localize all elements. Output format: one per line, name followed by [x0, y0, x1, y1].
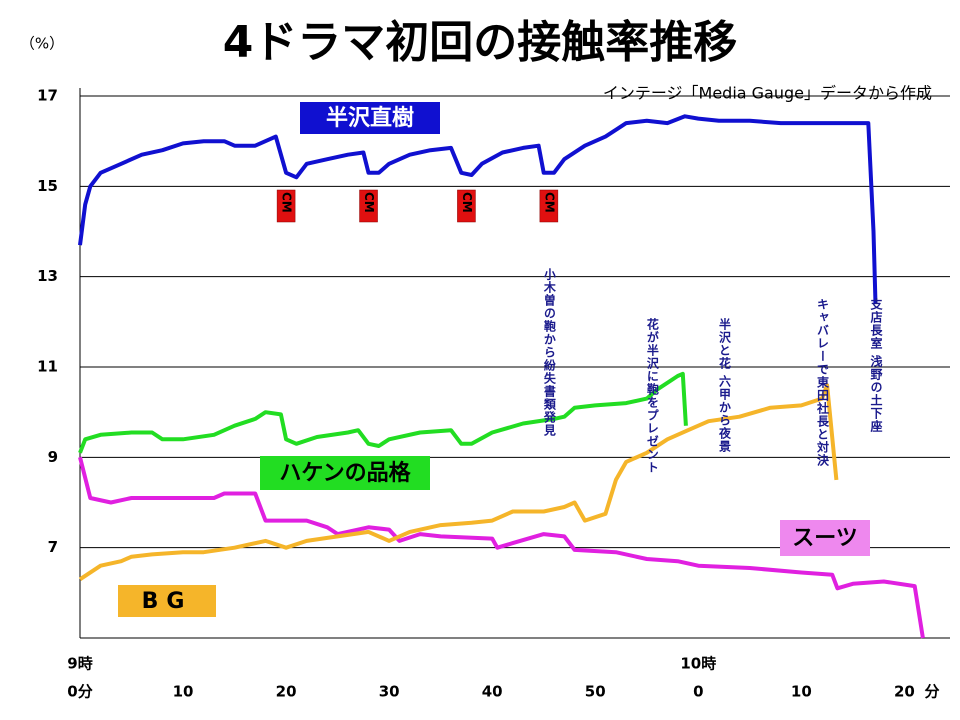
annotation: 花が半沢に鞄をプレゼント: [645, 317, 659, 474]
y-tick-label: 13: [37, 267, 58, 285]
series-line: [78, 371, 688, 454]
chart-title: 4ドラマ初回の接触率推移: [223, 17, 738, 68]
cm-box: [539, 189, 559, 223]
series-line: [78, 456, 925, 639]
annotation: キャバレーで東田社長と対決: [815, 298, 829, 467]
cm-label: CM: [460, 192, 474, 213]
x-tick-label: 10: [173, 683, 194, 701]
y-tick-label: 9: [48, 448, 58, 466]
y-tick-label: 15: [37, 177, 58, 195]
cm-label: CM: [280, 192, 294, 213]
legend-label: 半沢直樹: [326, 105, 414, 131]
x-tick-label: 20: [276, 683, 297, 701]
x-tick-label: 20: [894, 683, 915, 701]
legend-label: スーツ: [792, 526, 858, 551]
x-tick-label: 30: [379, 683, 400, 701]
legend-box: [780, 520, 870, 556]
legend-label: BG: [142, 589, 193, 614]
series-line: [78, 114, 878, 304]
series-line: [78, 383, 839, 581]
y-tick-label: 11: [37, 358, 58, 376]
cm-label: CM: [542, 192, 556, 213]
legend-box: [118, 585, 216, 617]
cm-label: CM: [362, 192, 376, 213]
hour-label: 10時: [680, 655, 716, 673]
cm-box: [359, 189, 378, 223]
x-tick-label: 10: [791, 683, 812, 701]
x-tick-label: 0分: [67, 683, 92, 701]
y-tick-label: 7: [48, 538, 58, 556]
y-axis-label: （%）: [20, 35, 64, 53]
legend-label: ハケンの品格: [279, 460, 411, 486]
source-note: インテージ「Media Gauge」データから作成: [603, 84, 932, 103]
legend-box: [300, 102, 440, 134]
hour-label: 9時: [67, 655, 92, 673]
annotation: 支店長室 浅野の土下座: [869, 297, 883, 434]
y-tick-label: 17: [37, 87, 58, 105]
cm-box: [276, 189, 296, 223]
x-tick-label: 40: [482, 683, 503, 701]
x-tick-label: 50: [585, 683, 606, 701]
annotation: 半沢と花 六甲から夜景: [718, 317, 732, 454]
x-axis-unit: 分: [924, 683, 939, 701]
annotation: 小木曽の鞄から紛失書類発見: [542, 267, 556, 437]
legend-box: [260, 456, 430, 490]
cm-box: [457, 189, 476, 223]
x-tick-label: 0: [693, 683, 703, 701]
